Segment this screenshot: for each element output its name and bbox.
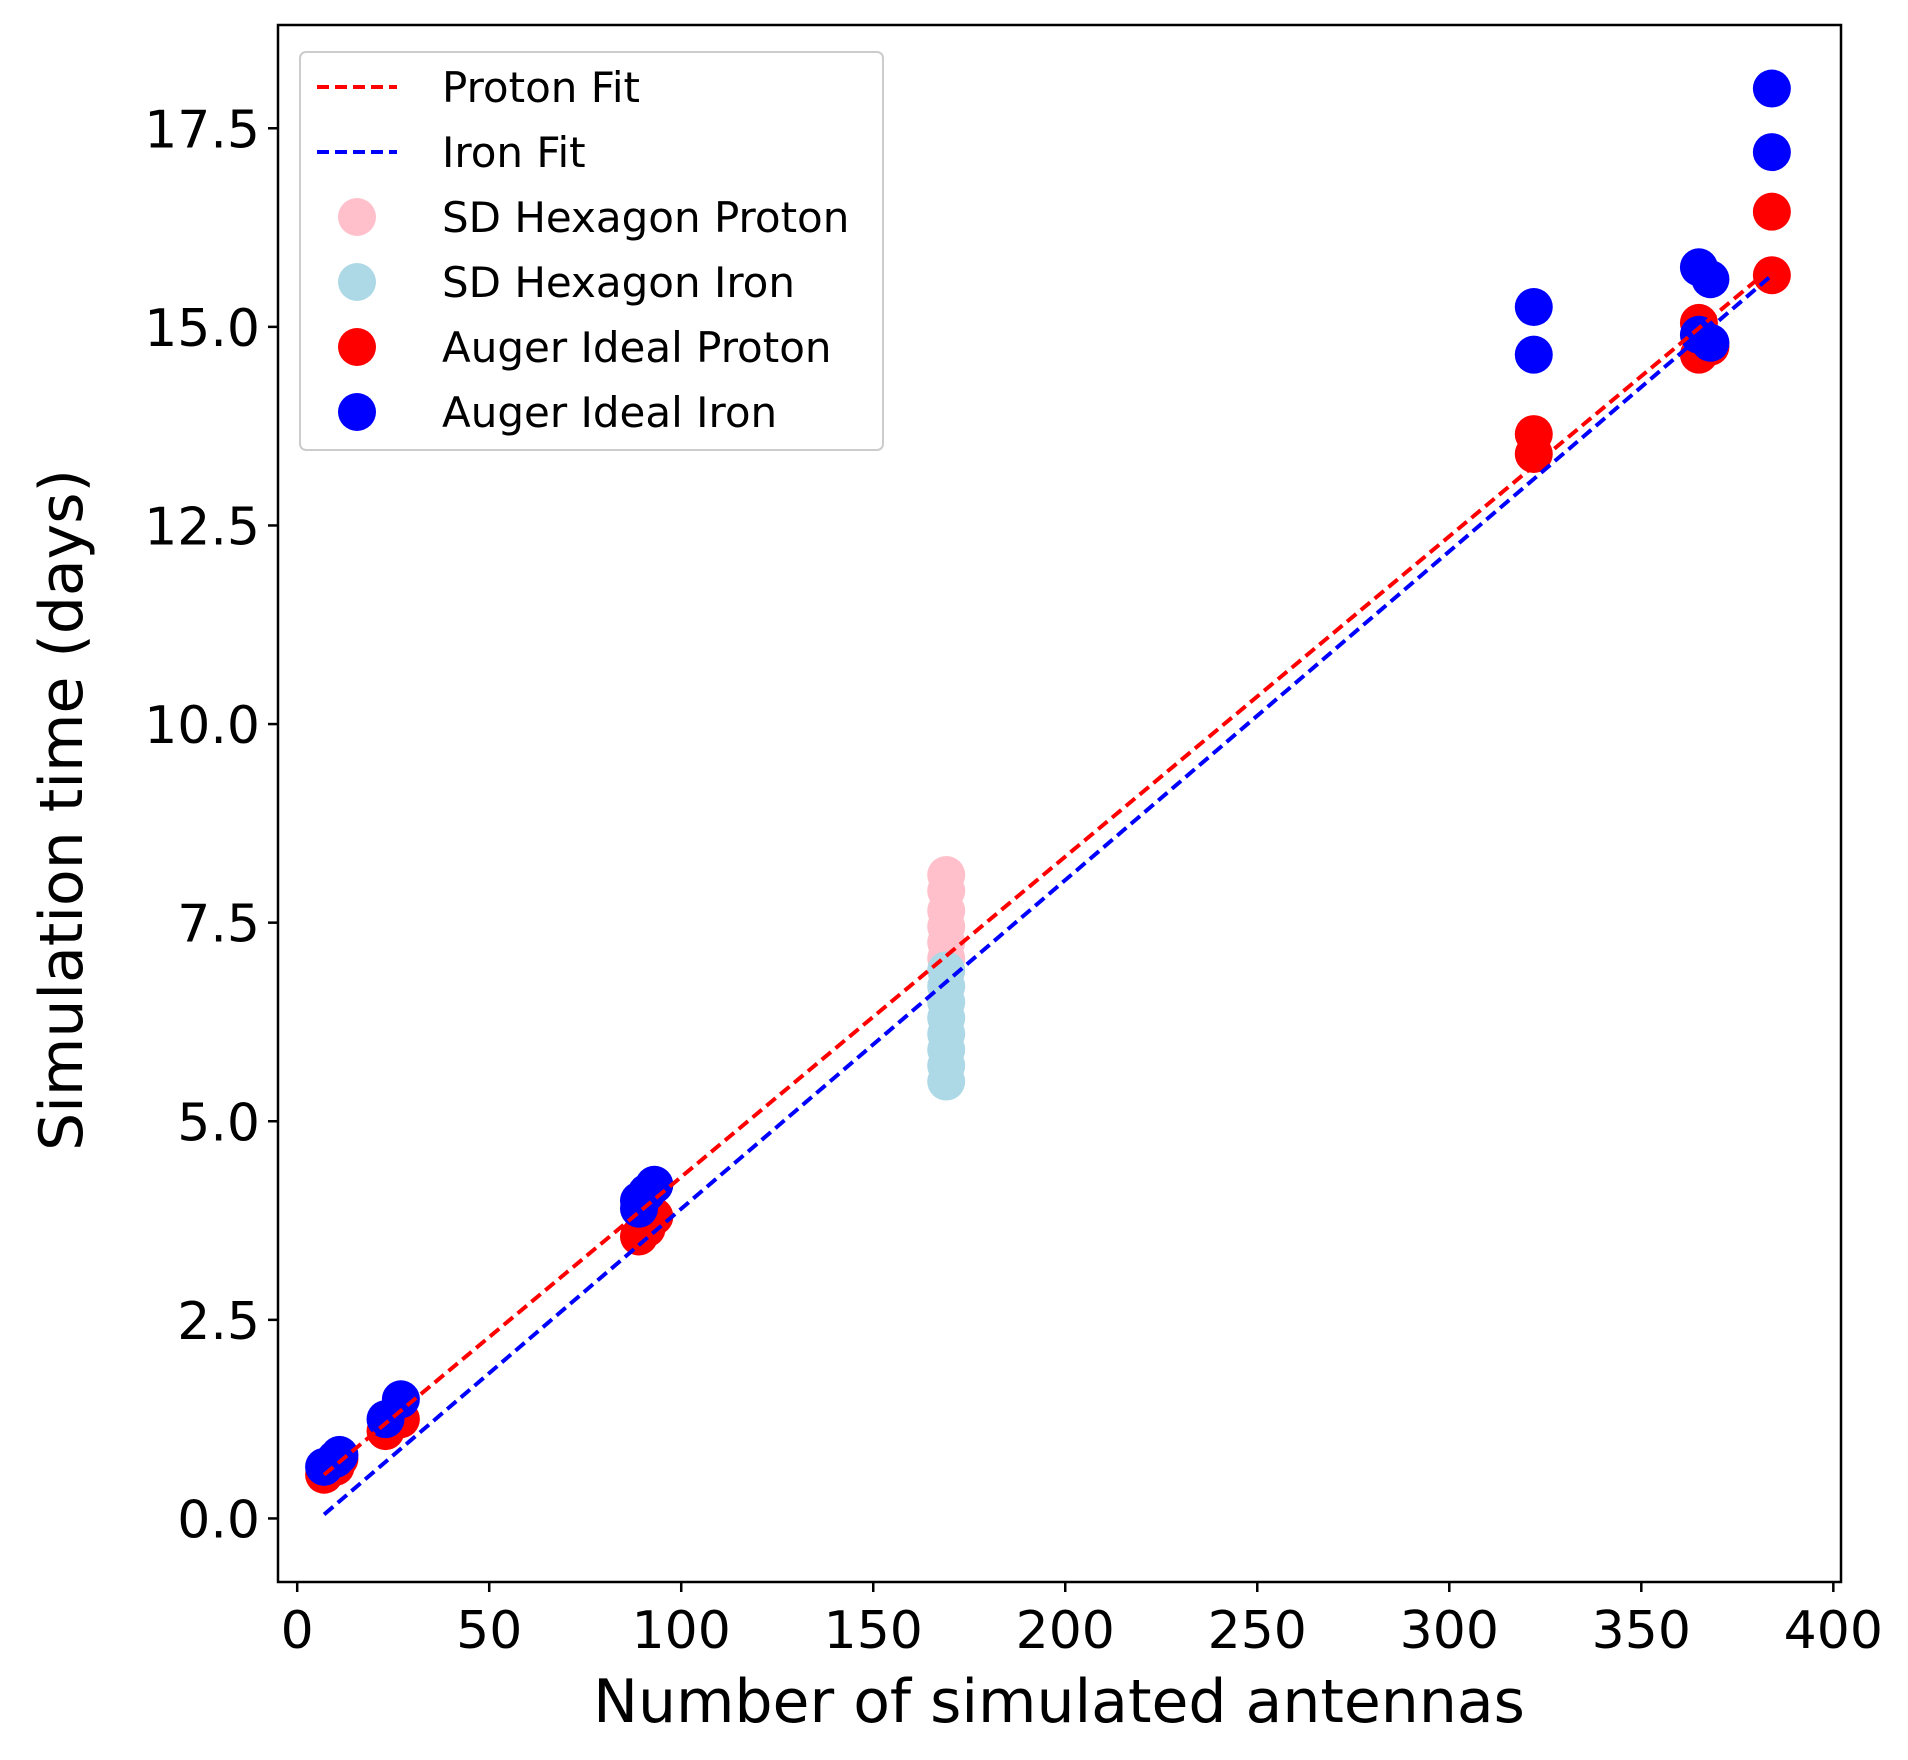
point-auger-ideal-iron: [320, 1435, 359, 1474]
point-auger-ideal-proton: [1752, 192, 1791, 231]
point-auger-ideal-proton: [1514, 415, 1553, 454]
point-auger-ideal-iron: [1752, 133, 1791, 172]
point-auger-ideal-iron: [1514, 288, 1553, 327]
x-tick-label: 100: [632, 1601, 731, 1661]
x-tick-label: 200: [1016, 1601, 1115, 1661]
legend-box: [299, 51, 884, 451]
y-tick-label: 5.0: [177, 1093, 260, 1153]
point-sd-hexagon-iron: [927, 1062, 966, 1101]
point-auger-ideal-iron: [1752, 69, 1791, 108]
x-tick-label: 350: [1592, 1601, 1691, 1661]
line-iron-fit: [322, 273, 1774, 1516]
y-tick-label: 7.5: [177, 895, 260, 955]
legend-swatch-sd-hexagon-iron: [338, 263, 376, 301]
y-tick-label: 12.5: [144, 497, 260, 557]
x-tick-label: 300: [1400, 1601, 1499, 1661]
y-axis-label: Simulation time (days): [27, 469, 97, 1151]
y-tick-label: 10.0: [144, 696, 260, 756]
legend-label-auger-ideal-proton: Auger Ideal Proton: [442, 323, 832, 372]
legend: Proton Fit Iron Fit SD Hexagon Proton SD He…: [299, 51, 884, 451]
legend-label-sd-hexagon-proton: SD Hexagon Proton: [442, 193, 849, 242]
line-proton-fit: [322, 265, 1774, 1477]
legend-label-auger-ideal-iron: Auger Ideal Iron: [442, 388, 777, 437]
point-auger-ideal-iron: [381, 1380, 420, 1419]
x-tick-label: 150: [824, 1601, 923, 1661]
point-auger-ideal-iron: [1691, 323, 1730, 362]
legend-swatch-auger-ideal-iron: [338, 393, 376, 431]
point-auger-ideal-proton: [1752, 256, 1791, 295]
point-auger-ideal-iron: [635, 1165, 674, 1204]
legend-label-iron-fit: Iron Fit: [442, 128, 586, 177]
y-tick-label: 17.5: [144, 100, 260, 160]
plot-frame: [276, 23, 1843, 1584]
x-tick-label: 50: [456, 1601, 522, 1661]
plot-marks: [305, 69, 1791, 1516]
x-axis-label: Number of simulated antennas: [593, 1667, 1525, 1737]
axes: 0 50 100 150 200 250 300 350 400 0.0 2.5 5.0 7.5 10.0…: [144, 100, 1883, 1661]
legend-swatch-sd-hexagon-proton: [338, 198, 376, 236]
y-tick-label: 0.0: [177, 1490, 260, 1550]
point-auger-ideal-iron: [1691, 260, 1730, 299]
x-tick-label: 400: [1784, 1601, 1883, 1661]
legend-label-proton-fit: Proton Fit: [442, 63, 640, 112]
x-tick-label: 0: [281, 1601, 314, 1661]
point-auger-ideal-iron: [1514, 335, 1553, 374]
legend-label-sd-hexagon-iron: SD Hexagon Iron: [442, 258, 795, 307]
y-tick-label: 15.0: [144, 299, 260, 359]
y-tick-label: 2.5: [177, 1292, 260, 1352]
x-tick-label: 250: [1208, 1601, 1307, 1661]
legend-swatch-auger-ideal-proton: [338, 328, 376, 366]
